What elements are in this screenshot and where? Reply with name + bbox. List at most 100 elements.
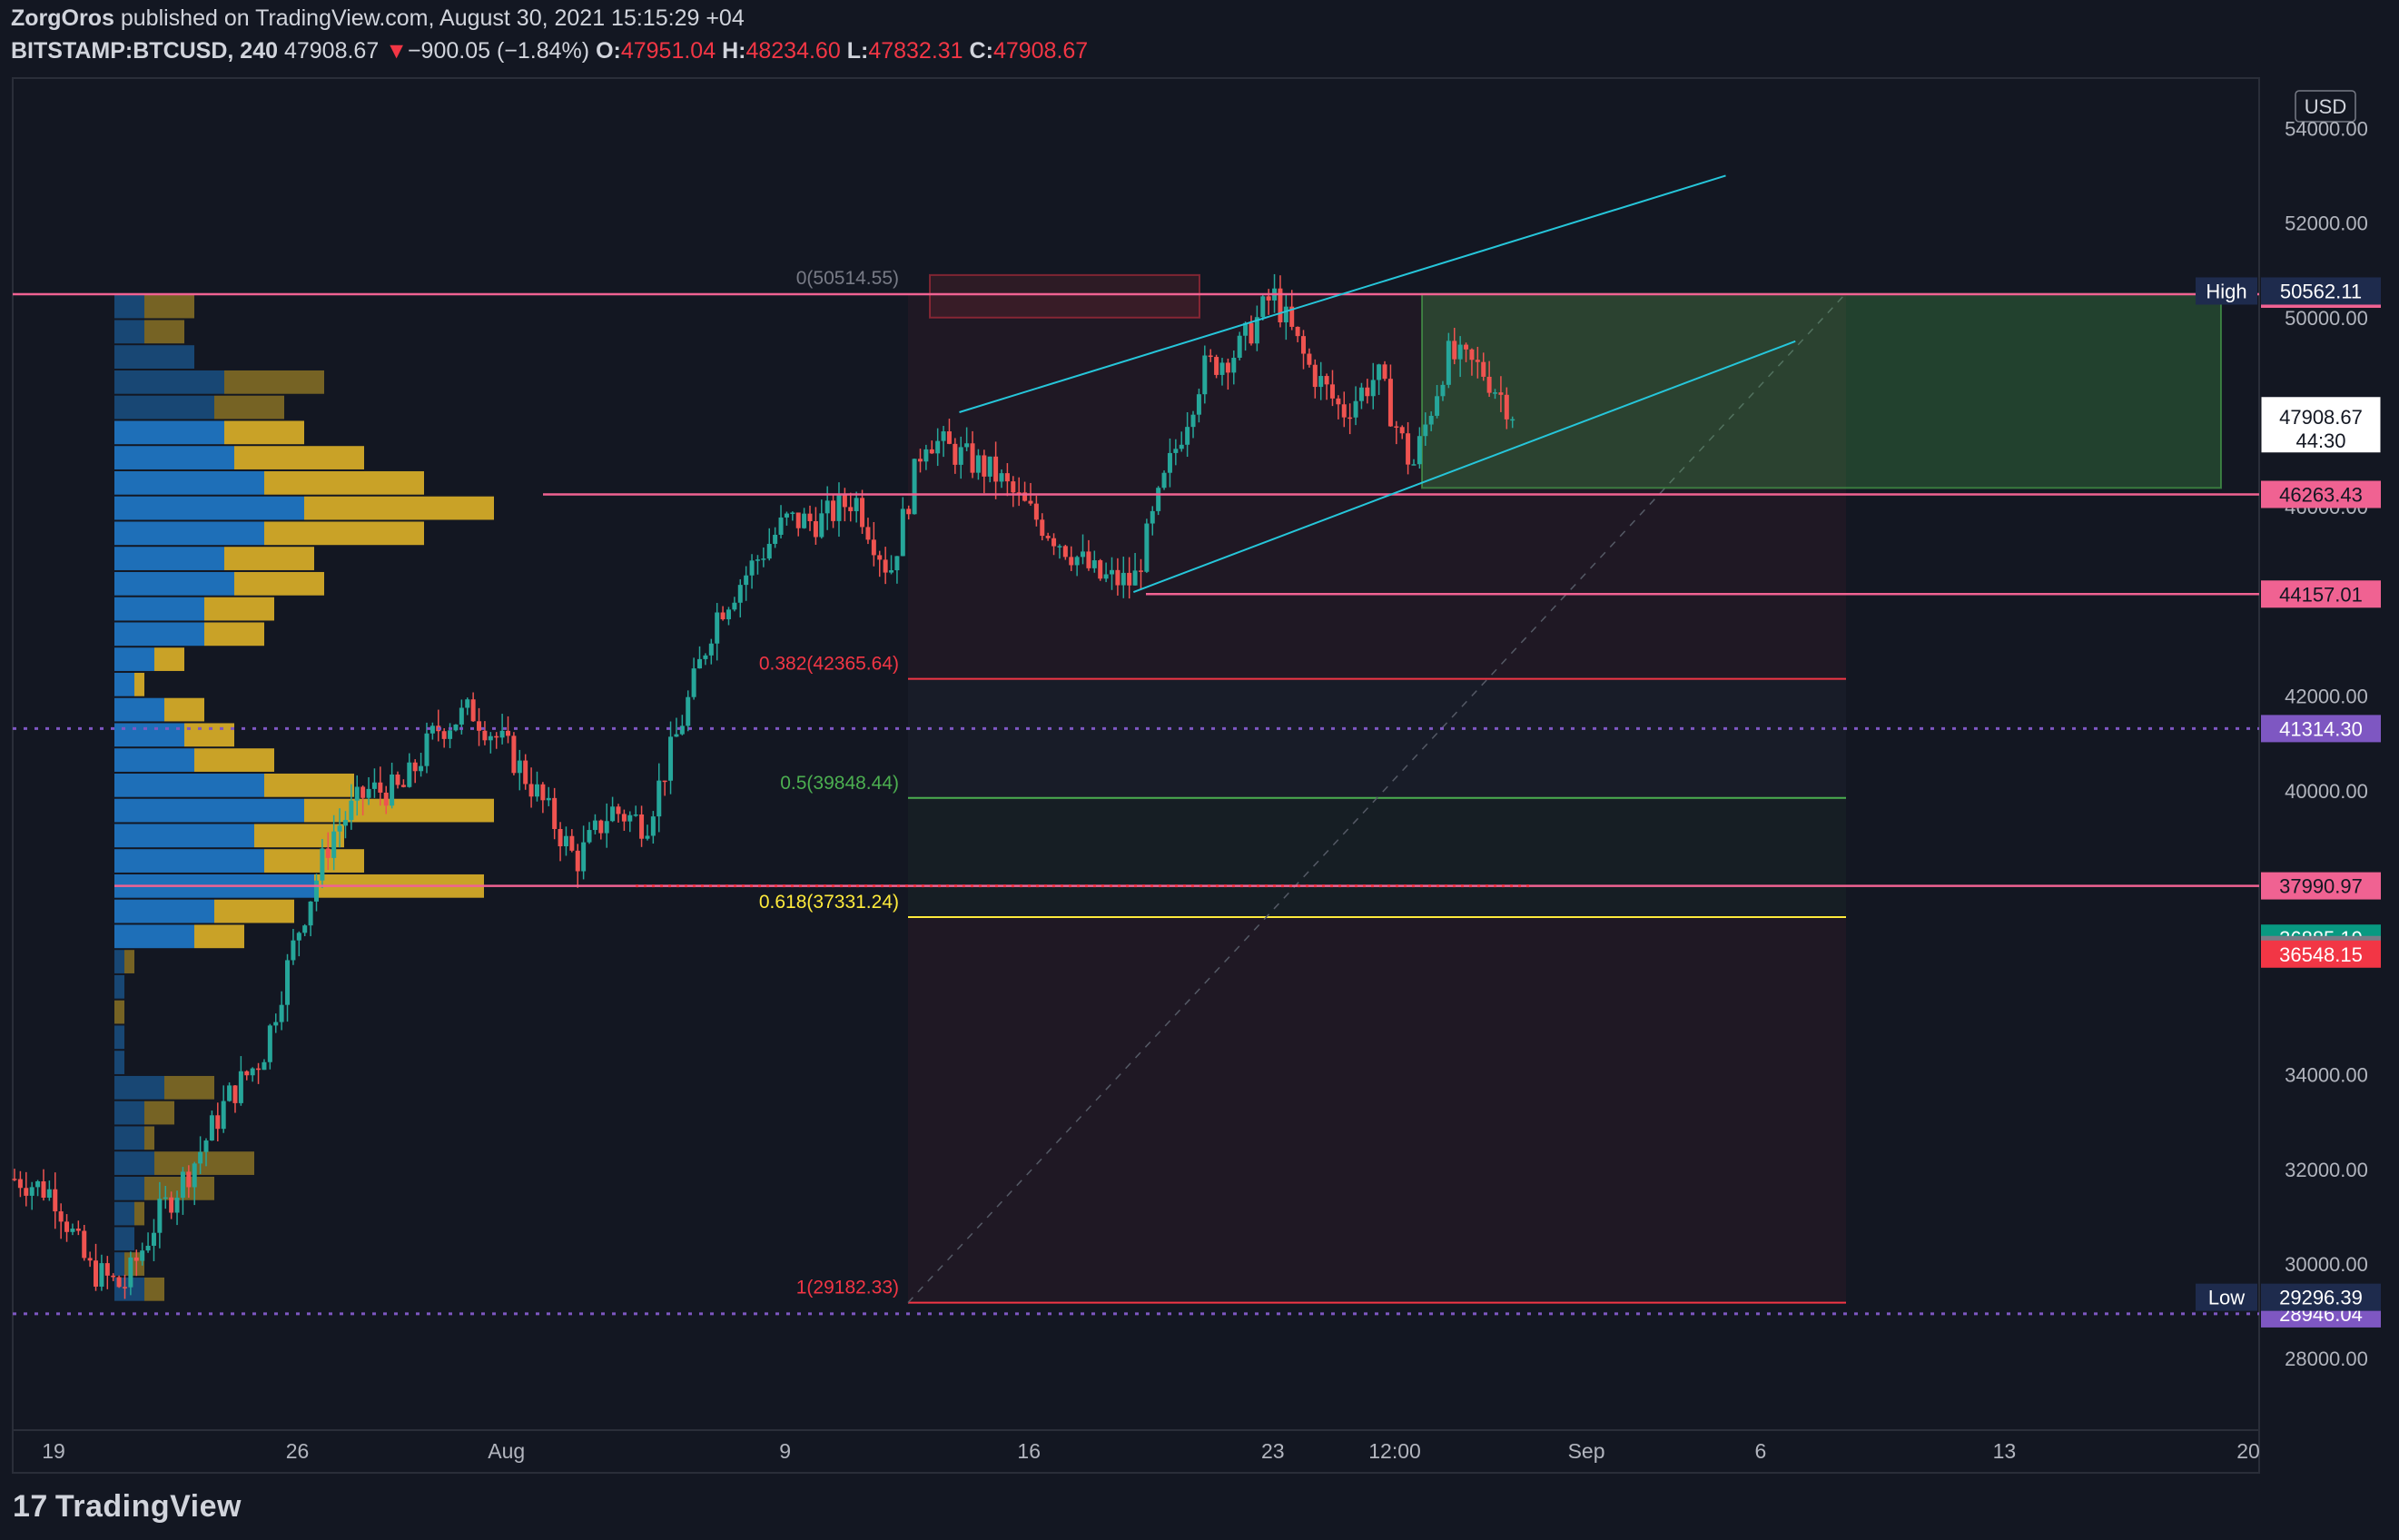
volume-profile-down-bar: [164, 1075, 214, 1100]
price-tick-label: 50000.00: [2285, 307, 2368, 330]
candle-down: [1051, 538, 1057, 547]
candle-down: [477, 721, 482, 731]
resistance-zone-box[interactable]: [929, 273, 1200, 319]
volume-profile-down-bar: [154, 1151, 254, 1175]
candle-down: [1028, 500, 1033, 504]
candle-up: [912, 459, 917, 515]
candle-down: [1011, 481, 1016, 493]
candle-down: [400, 785, 406, 787]
drawing-boxes[interactable]: [929, 273, 2222, 489]
candle-down: [232, 1085, 238, 1103]
time-tick-label: 16: [1017, 1439, 1041, 1463]
currency-badge[interactable]: [2295, 90, 2356, 123]
candle-down: [1475, 360, 1480, 362]
publisher-line: ZorgOros published on TradingView.com, A…: [11, 5, 745, 32]
close-value: 47908.67: [992, 38, 1089, 64]
candle-up: [1435, 396, 1440, 416]
candle-down: [1127, 572, 1132, 586]
candle-up: [587, 830, 592, 843]
volume-profile-up-bar: [114, 320, 144, 344]
candle-down: [17, 1179, 23, 1189]
candle-up: [975, 455, 981, 473]
time-tick-label: 19: [42, 1439, 65, 1463]
candle-up: [732, 602, 737, 610]
tradingview-logo-text: TradingView: [54, 1489, 242, 1524]
volume-profile-down-bar: [224, 420, 304, 445]
volume-profile-up-bar: [114, 622, 204, 647]
candle-down: [569, 835, 575, 851]
candle-down: [244, 1071, 250, 1076]
candle-up: [209, 1115, 214, 1141]
candle-down: [575, 850, 580, 872]
volume-profile-up-bar: [114, 974, 124, 999]
level-price-badge: [2261, 480, 2381, 508]
candle-up: [657, 780, 662, 817]
volume-profile-up-bar: [114, 798, 304, 823]
volume-profile-up-bar: [114, 748, 194, 772]
candle-up: [342, 820, 348, 826]
candle-down: [482, 730, 488, 741]
candle-down: [946, 431, 952, 444]
fib-level-label: 1(29182.33): [796, 1278, 899, 1298]
volume-profile-down-bar: [204, 622, 264, 647]
candle-up: [610, 806, 616, 822]
volume-profile-down-bar: [124, 950, 134, 973]
candle-down: [993, 456, 999, 482]
volume-profile-down-bar: [204, 597, 274, 621]
long-position-target-box[interactable]: [1421, 292, 2222, 489]
candle-down: [58, 1211, 64, 1222]
candle-down: [104, 1263, 110, 1276]
candle-down: [1399, 427, 1405, 434]
candle-down: [1069, 557, 1074, 566]
candle-up: [726, 609, 731, 619]
candle-down: [395, 774, 400, 785]
time-axis[interactable]: 19 26 Aug 9 16 23 12:00 Sep 6 13 20: [42, 1439, 2260, 1463]
price-tick-label: 52000.00: [2285, 212, 2368, 235]
level-price-text: 44157.01: [2279, 583, 2363, 606]
volume-profile: [114, 294, 494, 1301]
candle-down: [378, 782, 383, 793]
candle-down: [1481, 361, 1486, 377]
candle-down: [360, 786, 366, 798]
candle-down: [831, 500, 836, 521]
candle-down: [116, 1277, 122, 1288]
channel-line[interactable]: [959, 174, 1726, 413]
high-value: 48234.60: [745, 38, 841, 64]
horizontal-levels[interactable]: [13, 292, 2259, 1316]
candle-up: [703, 655, 708, 659]
fibonacci-retracement[interactable]: 0(50514.55) 0.382(42365.64) 0.5(39848.44) 0…: [759, 268, 1847, 1304]
change-arrow-icon: ▼: [385, 38, 408, 64]
channel-line[interactable]: [1132, 340, 1796, 593]
candle-up: [824, 500, 830, 514]
candle-down: [169, 1197, 174, 1213]
candle-up: [349, 800, 354, 821]
candle-down: [598, 820, 604, 834]
candle-up: [1196, 394, 1201, 415]
candle-down: [494, 735, 499, 738]
volume-profile-down-bar: [114, 1000, 124, 1024]
candle-up: [958, 447, 963, 465]
candle-down: [383, 792, 389, 806]
symbol-label[interactable]: BITSTAMP:BTCUSD, 240: [11, 38, 279, 64]
candle-up: [285, 960, 291, 1005]
candle-up: [627, 814, 633, 822]
candle-up: [964, 443, 970, 448]
publisher-name[interactable]: ZorgOros: [11, 5, 114, 31]
candle-up: [151, 1232, 156, 1246]
candle-up: [784, 513, 789, 518]
candle-up: [145, 1245, 151, 1251]
candle-up: [534, 784, 539, 797]
candle-down: [24, 1188, 29, 1196]
channel-lines[interactable]: [958, 174, 1796, 593]
candle-up: [987, 456, 992, 477]
fib-level-label: 0.5(39848.44): [780, 773, 899, 794]
price-tick-label: 40000.00: [2285, 780, 2368, 803]
candle-up: [691, 668, 696, 697]
level-price-text: 37990.97: [2279, 875, 2363, 898]
price-badge-text: 36548.15: [2279, 943, 2363, 966]
volume-profile-up-bar: [114, 496, 304, 520]
tradingview-logo[interactable]: 17 TradingView: [13, 1489, 242, 1525]
candle-up: [29, 1187, 35, 1196]
candle-up: [1144, 523, 1150, 572]
